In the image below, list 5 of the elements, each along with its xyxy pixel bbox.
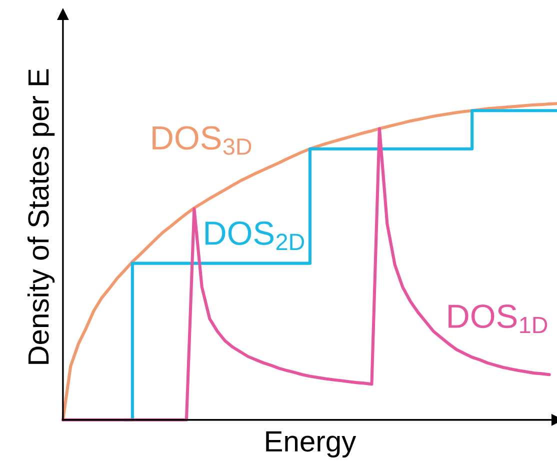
series-label: DOS$_{2D}$ (205, 221, 304, 250)
series-label: DOS$_{1D}$ (448, 304, 548, 334)
series-label: DOS$_{3D}$ (152, 126, 252, 155)
y-axis-title: Density of States per E (27, 69, 55, 364)
x-axis-title: Energy (266, 431, 356, 458)
